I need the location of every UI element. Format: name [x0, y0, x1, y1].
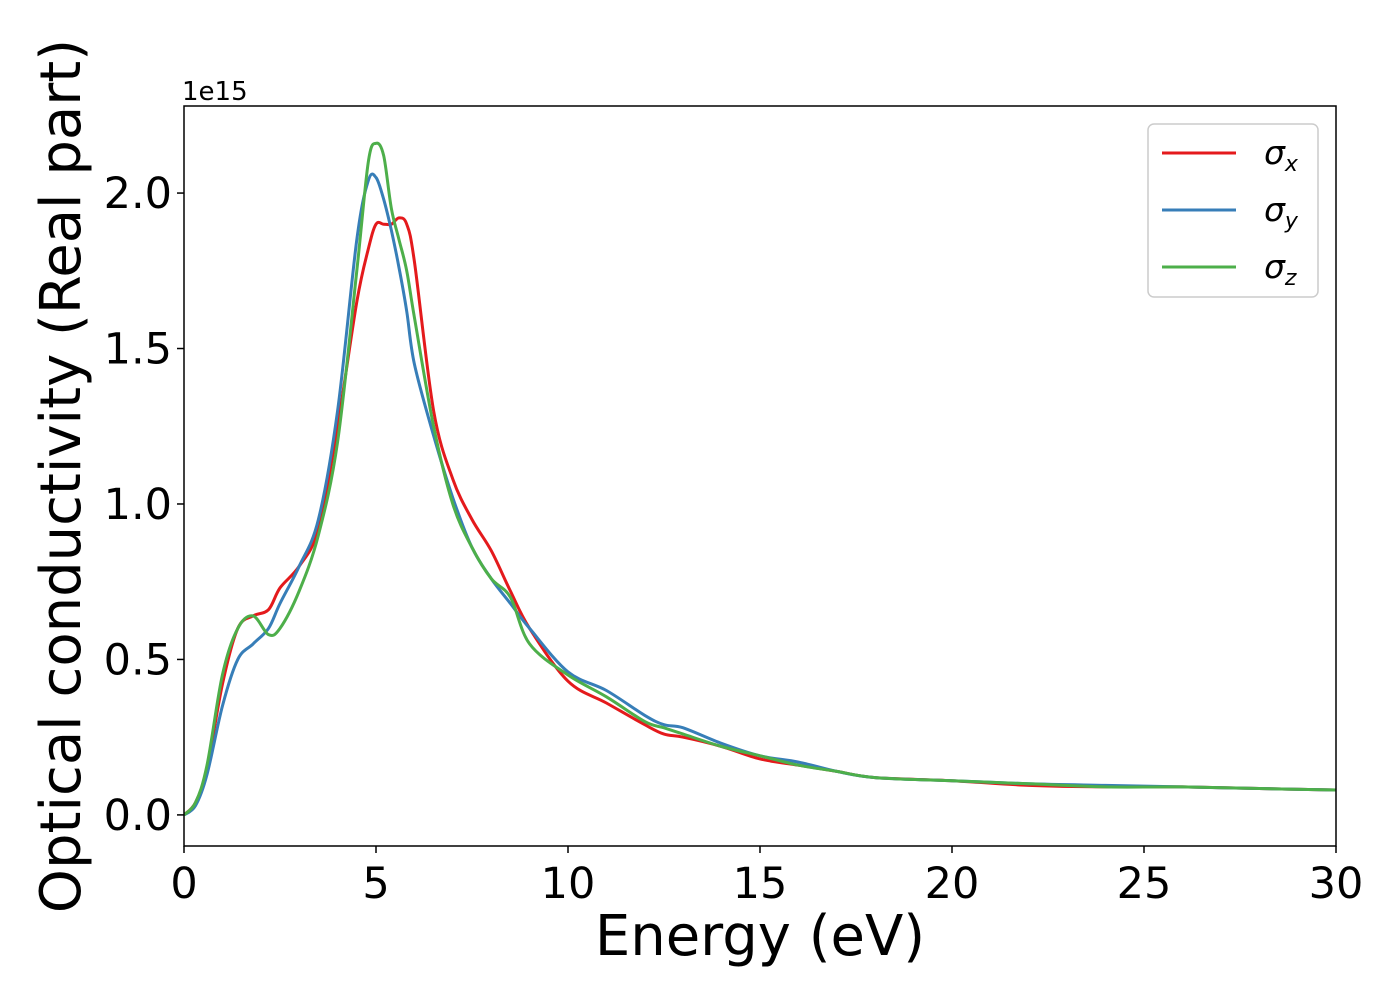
- y-tick-label: 2.0: [104, 169, 172, 219]
- legend-label-z: σz: [1264, 247, 1297, 291]
- legend-items: σx σy σz: [1162, 133, 1299, 291]
- y-tick-label: 1.5: [104, 325, 172, 375]
- legend-label-y: σy: [1264, 190, 1299, 234]
- y-tick-label: 1.0: [104, 480, 172, 530]
- series-line-x: [184, 216, 1336, 816]
- y-offset-label: 1e15: [182, 77, 248, 107]
- y-tick-label: 0.0: [104, 791, 172, 841]
- x-tick-label: 10: [541, 859, 596, 909]
- legend-label-x: σx: [1264, 133, 1299, 177]
- series-layer: [184, 141, 1336, 817]
- legend: σx σy σz: [1147, 123, 1319, 298]
- x-tick-label: 5: [362, 859, 389, 909]
- y-axis-title: Optical conductivity (Real part): [29, 39, 94, 913]
- y-tick-label: 0.5: [104, 635, 172, 685]
- x-tick-label: 15: [733, 859, 788, 909]
- x-tick-label: 0: [170, 859, 197, 909]
- series-line-z: [184, 141, 1336, 817]
- ticks-layer: 0 5 10 15 20 25 30 0.0 0.5 1.0 1.5 2.0: [104, 169, 1364, 909]
- x-tick-label: 30: [1309, 859, 1364, 909]
- x-tick-label: 20: [925, 859, 980, 909]
- x-axis-title: Energy (eV): [595, 904, 925, 969]
- x-tick-label: 25: [1117, 859, 1172, 909]
